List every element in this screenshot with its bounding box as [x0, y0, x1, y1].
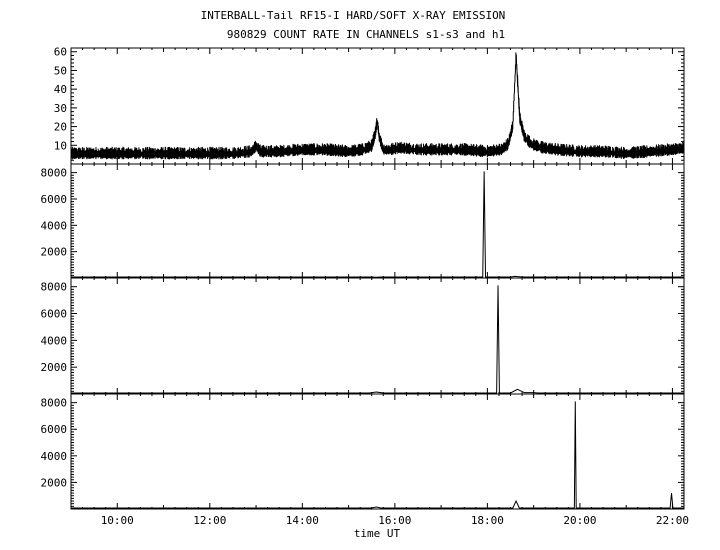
y-tick-label: 6000	[41, 423, 68, 436]
series-line	[71, 171, 684, 278]
panel-2: 2000 4000 6000 8000	[41, 163, 685, 279]
panel-3: 2000 4000 6000 8000	[41, 277, 685, 395]
x-axis-label: time UT	[354, 527, 401, 540]
y-tick-label: 4000	[41, 450, 68, 463]
y-tick-label: 60	[54, 46, 67, 59]
x-tick-label: 20:00	[563, 514, 596, 527]
y-tick-label: 4000	[41, 219, 68, 232]
panel-frame	[70, 47, 685, 165]
panel-frame	[70, 277, 685, 395]
y-tick-label: 10	[54, 139, 67, 152]
panels: 10 20 30 40 50 60 2000 4000 6000 8000 2000 4000 6000…	[41, 46, 689, 527]
chart-title: INTERBALL-Tail RF15-I HARD/SOFT X-RAY EM…	[201, 9, 506, 22]
series-line	[70, 52, 685, 160]
y-tick-label: 8000	[41, 281, 68, 294]
panel-1: 10 20 30 40 50 60	[54, 46, 685, 165]
y-tick-label: 40	[54, 83, 67, 96]
y-tick-label: 8000	[41, 167, 68, 180]
y-tick-label: 8000	[41, 397, 68, 410]
x-tick-label: 16:00	[378, 514, 411, 527]
x-tick-label: 10:00	[101, 514, 134, 527]
panel-frame	[70, 163, 685, 279]
x-tick-label: 14:00	[286, 514, 319, 527]
y-tick-label: 6000	[41, 193, 68, 206]
y-tick-label: 2000	[41, 246, 68, 259]
y-tick-label: 6000	[41, 308, 68, 321]
x-tick-label: 12:00	[193, 514, 226, 527]
x-tick-label: 18:00	[471, 514, 504, 527]
series-line	[71, 285, 684, 394]
y-tick-label: 20	[54, 121, 67, 134]
panel-frame	[70, 393, 685, 510]
x-tick-label: 22:00	[656, 514, 689, 527]
y-tick-label: 4000	[41, 334, 68, 347]
panel-4: 2000 4000 6000 8000	[41, 393, 685, 510]
series-line	[71, 401, 684, 509]
y-tick-label: 2000	[41, 476, 68, 489]
y-tick-label: 50	[54, 64, 67, 77]
chart-subtitle: 980829 COUNT RATE IN CHANNELS s1-s3 and …	[227, 28, 505, 41]
y-tick-label: 2000	[41, 361, 68, 374]
y-tick-label: 30	[54, 102, 67, 115]
